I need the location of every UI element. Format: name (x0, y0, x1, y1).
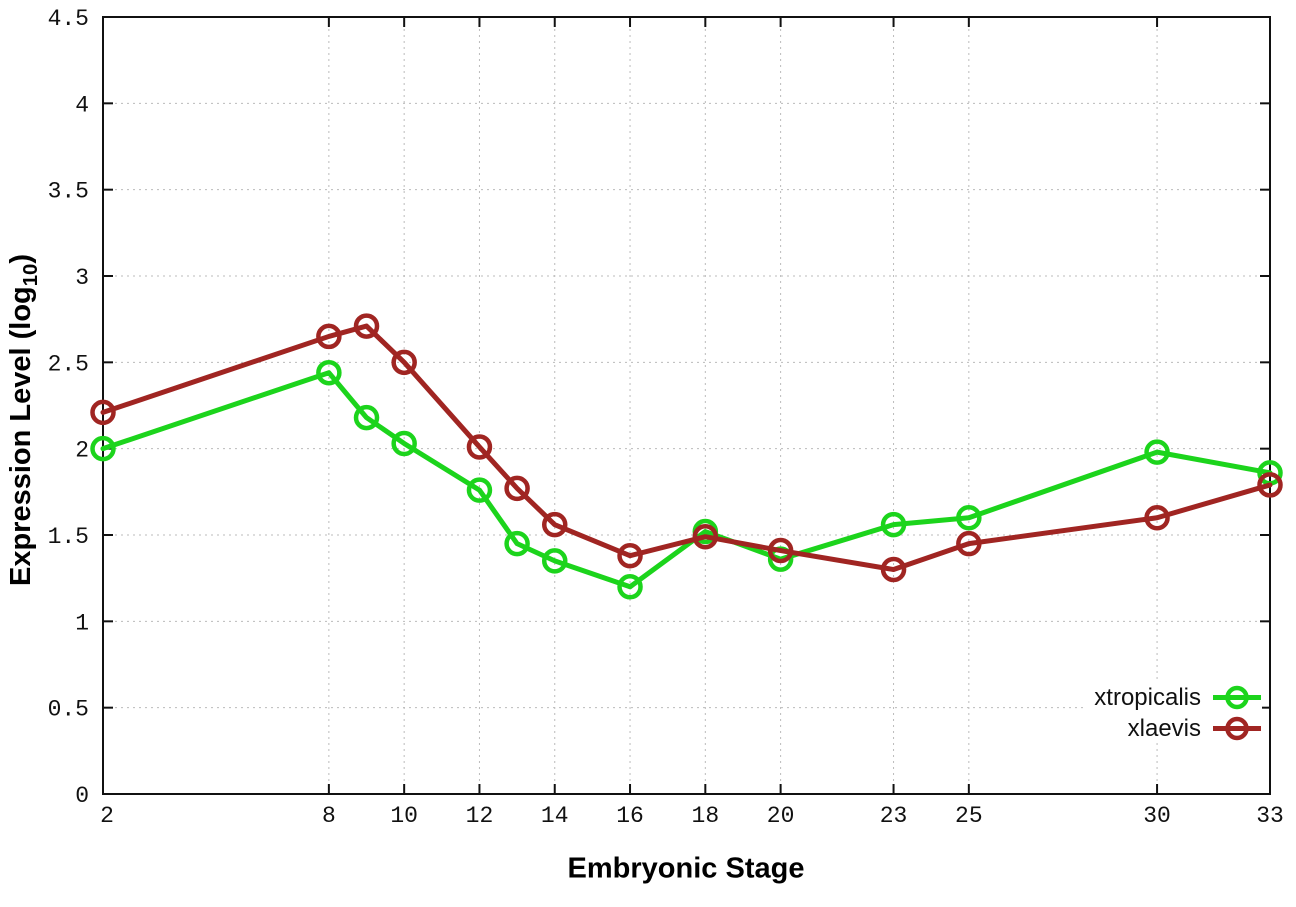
y-tick-label: 4 (75, 92, 89, 118)
x-tick-label: 8 (322, 803, 336, 829)
data-point-xtropicalis (90, 435, 116, 462)
y-tick-label: 0 (75, 783, 89, 809)
y-tick-label: 2 (75, 438, 89, 464)
data-point-xtropicalis (504, 530, 530, 557)
data-point-xlaevis (767, 537, 794, 564)
data-point-xlaevis (391, 349, 417, 376)
legend-marker-xlaevis (1213, 716, 1261, 741)
data-point-xlaevis (541, 511, 568, 538)
y-tick-label: 2.5 (48, 351, 89, 377)
data-point-xtropicalis (617, 574, 643, 600)
series-line-xtropicalis (100, 370, 1273, 590)
data-point-xtropicalis (1144, 439, 1170, 465)
data-point-xlaevis (1144, 504, 1170, 531)
x-tick-label: 14 (541, 803, 569, 829)
grid (103, 17, 1270, 794)
data-point-xlaevis (466, 434, 493, 460)
data-point-xlaevis (316, 323, 342, 350)
y-tick-label: 0.5 (48, 697, 89, 723)
x-tick-label: 16 (616, 803, 644, 829)
x-tick-label: 18 (692, 803, 720, 829)
data-point-xtropicalis (466, 477, 493, 503)
x-tick-label: 25 (955, 803, 983, 829)
data-point-xlaevis (1257, 472, 1283, 498)
legend-row-xlaevis: xlaevis (1128, 714, 1262, 743)
legend-label-xlaevis: xlaevis (1127, 715, 1201, 742)
x-tick-label: 10 (390, 803, 418, 829)
y-tick-label: 1.5 (48, 524, 89, 550)
plot-frame (102, 16, 1271, 795)
y-axis-title-suffix: ) (5, 254, 38, 264)
data-point-xlaevis (692, 523, 719, 550)
y-tick-label: 4.5 (48, 6, 89, 32)
y-axis-title-subscript: 10 (19, 263, 42, 287)
y-tick-label: 3.5 (48, 179, 89, 205)
y-axis-title: Expression Level (log10) (5, 254, 43, 586)
data-point-xtropicalis (541, 548, 568, 574)
x-tick-label: 20 (767, 803, 795, 829)
y-tick-label: 3 (75, 265, 89, 291)
data-point-xtropicalis (880, 511, 907, 538)
data-point-xtropicalis (391, 430, 417, 457)
legend-sample-point (1225, 716, 1249, 741)
x-tick-label: 12 (466, 803, 494, 829)
data-point-xtropicalis (353, 404, 380, 431)
data-point-xlaevis (617, 542, 643, 569)
legend-label-xtropicalis: xtropicalis (1094, 684, 1201, 711)
x-tick-label: 33 (1256, 803, 1284, 829)
legend-row-xtropicalis: xtropicalis (1094, 683, 1262, 712)
legend-sample-point (1225, 685, 1249, 710)
y-axis-title-text: Expression Level (log (5, 286, 38, 586)
data-point-xlaevis (504, 475, 530, 502)
legend: xtropicalis xlaevis (1086, 683, 1262, 743)
data-point-xtropicalis (316, 359, 342, 386)
data-point-xtropicalis (956, 504, 982, 531)
x-axis-title: Embryonic Stage (567, 852, 805, 885)
data-point-xlaevis (880, 556, 907, 583)
y-tick-label: 1 (75, 610, 89, 636)
tick-marks (102, 16, 1271, 795)
x-tick-label: 30 (1143, 803, 1171, 829)
data-point-xlaevis (353, 313, 380, 339)
legend-marker-xtropicalis (1213, 685, 1261, 710)
data-point-xlaevis (90, 399, 116, 426)
data-point-xlaevis (956, 530, 982, 557)
x-tick-label: 23 (880, 803, 908, 829)
x-tick-label: 2 (100, 803, 114, 829)
